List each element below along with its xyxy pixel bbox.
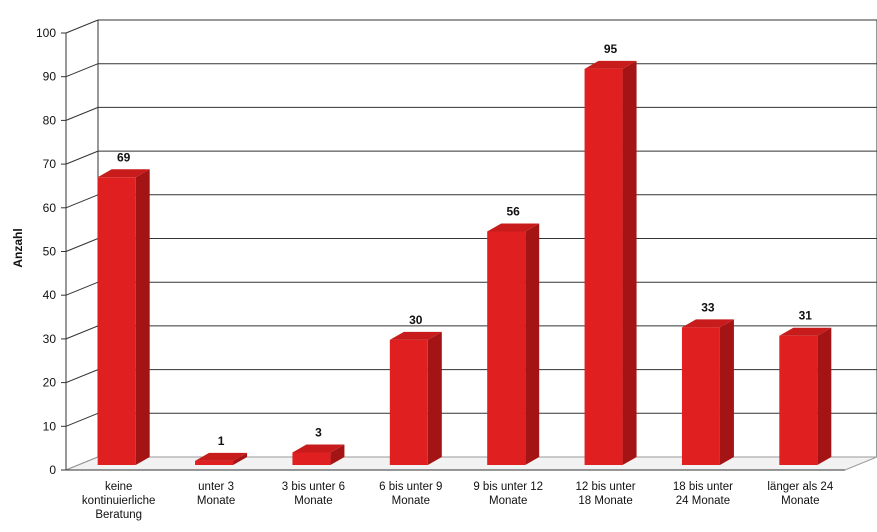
y-tick-label: 70 [43, 157, 57, 171]
y-tick-label: 20 [43, 376, 57, 390]
y-tick-label: 30 [43, 332, 57, 346]
x-tick-label-line: 24 Monate [676, 495, 730, 507]
y-tick-label: 60 [43, 201, 57, 215]
x-tick-label-line: 9 bis unter 12 [473, 481, 543, 493]
gridline-depth [65, 281, 99, 296]
bar-side [427, 331, 442, 465]
bar-side [330, 444, 345, 465]
bar [487, 231, 526, 465]
data-label: 95 [604, 42, 618, 56]
x-tick-label-line: 3 bis unter 6 [282, 481, 345, 493]
x-tick-label-line: Monate [489, 495, 527, 507]
gridline-depth [65, 238, 99, 252]
bar-top [779, 327, 832, 336]
x-tick-label: unter 3 Monate [197, 481, 235, 507]
bar-top [584, 60, 637, 69]
bars [97, 60, 832, 465]
x-tick-label-line: kontinuierliche [82, 495, 156, 507]
x-tick-label: 18 bis unter 24 Monate [673, 481, 733, 507]
x-tick-label: 12 bis unter 18 Monate [576, 481, 636, 507]
x-tick-label: 9 bis unter 12 Monate [473, 481, 543, 507]
data-label: 30 [409, 313, 423, 327]
gridline-depth [65, 412, 99, 427]
x-tick-label: 6 bis unter 9 Monate [379, 481, 442, 507]
gridline-depth [65, 325, 99, 340]
gridline-depth [65, 194, 99, 209]
bar-top [487, 223, 540, 232]
gridline-depth [65, 150, 99, 165]
y-tick-label: 100 [36, 26, 56, 40]
data-label: 69 [117, 150, 131, 164]
x-tick-label-line: Monate [294, 495, 332, 507]
bar [195, 460, 234, 465]
bar-top [195, 452, 248, 461]
bar [97, 177, 136, 465]
x-tick-label-line: 18 Monate [578, 495, 632, 507]
x-tick-label-line: Beratung [95, 509, 142, 521]
data-label: 1 [218, 434, 225, 448]
x-tick-label-line: Monate [392, 495, 430, 507]
y-tick-label: 80 [43, 113, 57, 127]
bar-top [292, 444, 345, 453]
gridline-depth [65, 63, 99, 78]
bar-side [622, 60, 637, 465]
gridline-depth [65, 369, 99, 384]
gridline-depth [65, 106, 99, 121]
bar-top [389, 331, 442, 340]
y-tick-label: 10 [43, 419, 57, 433]
x-tick-label: länger als 24 Monate [767, 481, 833, 507]
chart-floor [65, 456, 877, 471]
y-tick-label: 0 [49, 463, 56, 477]
x-tick-label: keine kontinuierliche Beratung [82, 481, 156, 521]
bar-top [681, 319, 734, 328]
y-tick-label: 50 [43, 245, 57, 259]
bar [584, 68, 623, 465]
bar-side [719, 319, 734, 465]
bar-side [525, 223, 540, 465]
bar-side [135, 169, 150, 465]
x-tick-label-line: länger als 24 [767, 481, 833, 493]
y-tick-label: 90 [43, 70, 57, 84]
bar [681, 327, 720, 465]
bar-side [233, 452, 248, 465]
x-tick-label: 3 bis unter 6 Monate [282, 481, 345, 507]
data-label: 3 [315, 425, 322, 439]
x-tick-label-line: Monate [781, 495, 819, 507]
bar [779, 335, 818, 465]
bar [389, 339, 428, 465]
bar [292, 452, 331, 465]
x-tick-label-line: keine [105, 481, 133, 493]
gridlines [65, 19, 877, 471]
x-tick-label-line: Monate [197, 495, 235, 507]
y-axis-label: Anzahl [11, 228, 25, 267]
bar-top [97, 169, 150, 178]
x-tick-label-line: 18 bis unter [673, 481, 733, 493]
data-label: 56 [507, 204, 521, 218]
x-tick-label-line: 6 bis unter 9 [379, 481, 442, 493]
data-label: 33 [701, 300, 715, 314]
labels: 0 10 20 30 40 50 60 70 80 90 100 69 keine kontinuierl… [36, 26, 834, 521]
bar-side [817, 327, 832, 465]
axes [61, 20, 877, 471]
x-tick-label-line: unter 3 [198, 481, 234, 493]
y-tick-label: 40 [43, 288, 57, 302]
gridline-depth [65, 19, 99, 34]
x-tick-label-line: 12 bis unter [576, 481, 636, 493]
data-label: 31 [799, 309, 813, 323]
